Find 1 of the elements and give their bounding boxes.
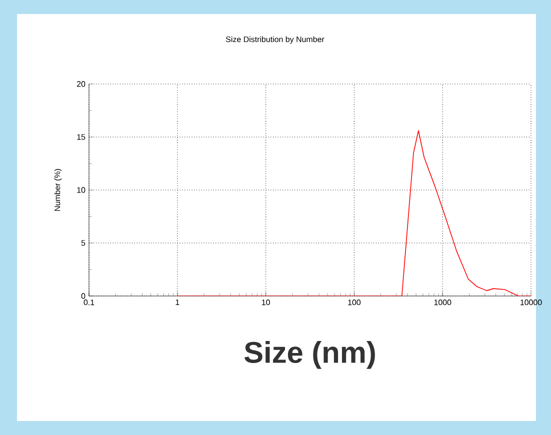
x-axis-title: Size (nm) [244, 341, 375, 369]
